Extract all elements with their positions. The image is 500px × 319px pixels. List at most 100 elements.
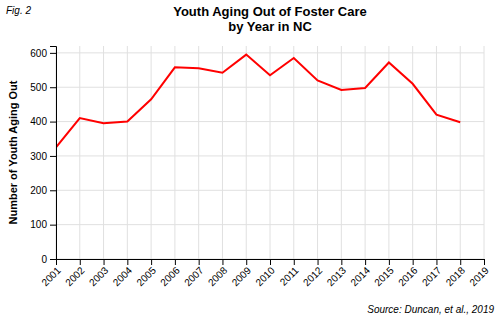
tick-mark (246, 259, 247, 265)
tick-mark (222, 259, 223, 265)
tick-mark (104, 259, 105, 265)
tick: 2013 (325, 259, 349, 288)
tick-mark (151, 259, 152, 265)
grid-line (317, 46, 318, 259)
tick-mark (294, 259, 295, 265)
grid-line (56, 87, 484, 88)
tick-label: 2017 (420, 264, 444, 288)
tick-mark (460, 259, 461, 265)
tick-mark (50, 53, 56, 54)
x-axis: 2001200220032004200520062007200820092010… (39, 259, 491, 288)
tick-mark (50, 225, 56, 226)
grid (56, 46, 484, 259)
grid-line (103, 46, 104, 259)
tick-label: 2019 (467, 264, 491, 288)
annotation: Source: Duncan, et al., 2019 (367, 304, 494, 315)
grid-line (436, 46, 437, 259)
tick-mark (50, 190, 56, 191)
tick-mark (175, 259, 176, 265)
tick-mark (199, 259, 200, 265)
tick-label: 2003 (87, 264, 111, 288)
grid-line (56, 155, 484, 156)
tick-mark (436, 259, 437, 265)
axis-line (50, 47, 57, 260)
grid-line (246, 46, 247, 259)
tick-mark (127, 259, 128, 265)
tick-mark (413, 259, 414, 265)
tick: 2011 (278, 259, 301, 288)
line (56, 55, 460, 148)
tick: 2004 (111, 259, 135, 288)
grid-line (484, 46, 485, 259)
tick: 2014 (348, 259, 372, 288)
tick-label: 2006 (158, 264, 182, 288)
tick-label: 2004 (111, 264, 135, 288)
tick-mark (341, 259, 342, 265)
tick: 600 (30, 48, 56, 59)
tick-label: 2005 (134, 264, 158, 288)
tick: 500 (30, 82, 56, 93)
grid-line (56, 190, 484, 191)
tick-mark (80, 259, 81, 265)
tick: 2010 (253, 259, 277, 288)
tick: 2016 (396, 259, 420, 288)
tick-label: 2007 (182, 264, 206, 288)
grid-line (270, 46, 271, 259)
tick-mark (50, 156, 56, 157)
tick-mark (270, 259, 271, 265)
tick-label: 2008 (206, 264, 230, 288)
tick: 2002 (63, 259, 87, 288)
tick-label: 400 (30, 116, 47, 127)
tick: 2005 (134, 259, 158, 288)
tick-label: 300 (30, 151, 47, 162)
tick: 400 (30, 116, 56, 127)
tick-label: 2015 (372, 264, 396, 288)
grid-line (79, 46, 80, 259)
tick-mark (484, 259, 485, 265)
tick-label: 2014 (348, 264, 372, 288)
annotation: Fig. 2 (6, 5, 31, 16)
tick-mark (318, 259, 319, 265)
tick-label: 2010 (253, 264, 277, 288)
tick-mark (50, 87, 56, 88)
tick: 2008 (206, 259, 230, 288)
title: Youth Aging Out of Foster Careby Year in… (173, 4, 367, 34)
tick-label: 2013 (325, 264, 349, 288)
tick-mark (50, 122, 56, 123)
grid-line (412, 46, 413, 259)
tick-label: 2012 (301, 264, 325, 288)
grid-line (198, 46, 199, 259)
tick: 2018 (444, 259, 468, 288)
grid-line (127, 46, 128, 259)
tick: 0 (41, 254, 56, 265)
tick-label: 500 (30, 82, 47, 93)
grid-line (388, 46, 389, 259)
tick-label: 2009 (230, 264, 254, 288)
tick-mark (50, 259, 56, 260)
tick: 100 (30, 219, 56, 230)
tick: 2019 (467, 259, 491, 288)
grid-line (56, 224, 484, 225)
tick: 300 (30, 151, 56, 162)
tick: 2009 (230, 259, 254, 288)
tick-label: 0 (41, 254, 47, 265)
grid-line (151, 46, 152, 259)
chart: 2001200220032004200520062007200820092010… (0, 0, 500, 319)
tick-label: 2002 (63, 264, 87, 288)
grid-line (174, 46, 175, 259)
grid-line (460, 46, 461, 259)
tick: 2003 (87, 259, 111, 288)
tick-label: 2001 (39, 264, 63, 288)
tick: 2007 (182, 259, 206, 288)
tick-label: 2016 (396, 264, 420, 288)
tick-mark (389, 259, 390, 265)
tick-label: 600 (30, 48, 47, 59)
y-axis: 0 100 200 300 400 500 600 (30, 47, 56, 265)
grid-line (365, 46, 366, 259)
grid-line (293, 46, 294, 259)
tick-label: 200 (30, 185, 47, 196)
grid-line (222, 46, 223, 259)
tick-label: 2011 (278, 264, 301, 287)
plot-area (56, 55, 460, 148)
grid-line (341, 46, 342, 259)
